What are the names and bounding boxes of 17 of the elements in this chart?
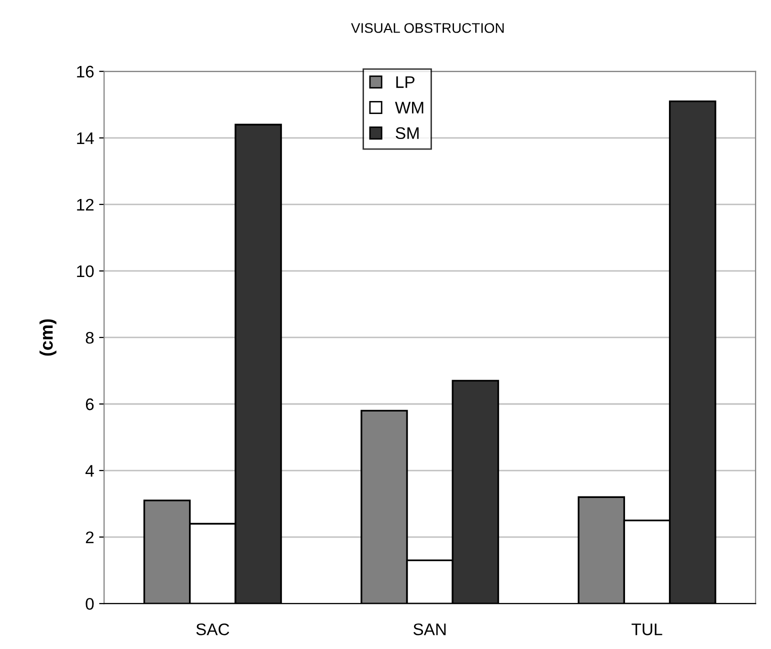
y-tick-label: 14 (77, 132, 94, 144)
y-tick-label: 10 (77, 265, 94, 278)
y-axis-title: (cm) (40, 319, 56, 356)
y-tick-label: 2 (86, 531, 94, 544)
y-tick-label: 16 (77, 66, 94, 78)
x-tick-label: TUL (632, 624, 662, 636)
legend-label: SM (396, 127, 419, 140)
legend-label: LP (396, 76, 414, 88)
y-tick-label: 6 (86, 398, 94, 410)
x-tick-label: SAC (196, 623, 230, 636)
y-tick-label: 0 (86, 598, 94, 610)
chart-title: VISUAL OBSTRUCTION (351, 23, 504, 33)
y-tick-label: 8 (86, 332, 94, 344)
x-tick-label: SAN (413, 623, 446, 636)
y-tick-label: 12 (77, 198, 94, 210)
legend-label: WM (395, 102, 424, 114)
y-tick-label: 4 (85, 465, 94, 477)
